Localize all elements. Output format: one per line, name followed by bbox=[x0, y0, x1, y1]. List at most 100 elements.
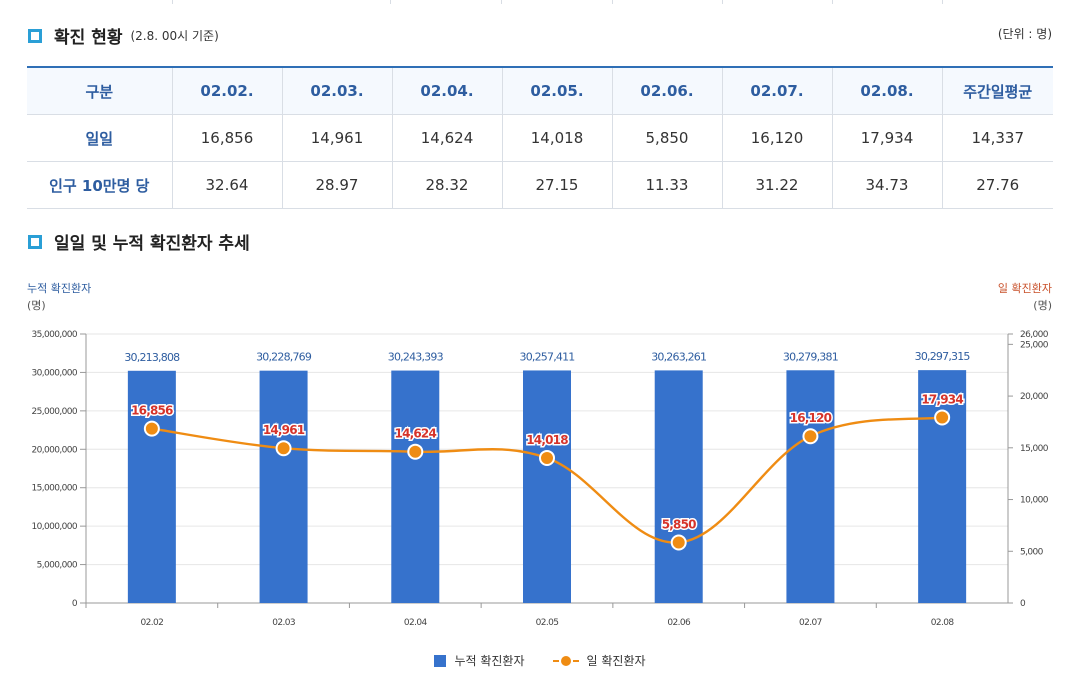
line-point bbox=[539, 449, 555, 466]
x-tick-label: 02.06 bbox=[667, 618, 691, 628]
line-point bbox=[670, 534, 687, 551]
bar bbox=[654, 370, 703, 603]
right-tick-label: 26,000 bbox=[1020, 330, 1049, 340]
bar-data-label: 30,257,411 bbox=[520, 350, 575, 363]
table-header: 02.03. bbox=[281, 66, 393, 115]
bar-data-label: 30,279,381 bbox=[783, 350, 838, 363]
section-subtitle: (2.8. 00시 기준) bbox=[130, 29, 219, 43]
line-data-label: 14,624 bbox=[395, 427, 437, 441]
table-cell: 14,624 bbox=[391, 114, 503, 162]
table-cell: 14,961 bbox=[281, 114, 393, 162]
right-tick-label: 25,000 bbox=[1020, 340, 1049, 350]
line-point bbox=[275, 440, 292, 457]
table-header: 구분 bbox=[27, 66, 173, 115]
unit-label: (단위 : 명) bbox=[997, 27, 1052, 41]
row-label: 일일 bbox=[27, 114, 173, 162]
table-header: 02.02. bbox=[171, 66, 283, 115]
line-data-label: 14,961 bbox=[263, 423, 305, 437]
top-divider bbox=[0, 0, 1080, 4]
table-header: 주간일평균 bbox=[941, 66, 1053, 115]
table-cell: 14,337 bbox=[941, 114, 1053, 162]
table-header: 02.04. bbox=[391, 66, 503, 115]
legend-label: 일 확진환자 bbox=[586, 654, 646, 668]
bar-data-label: 30,263,261 bbox=[651, 350, 706, 363]
bar bbox=[259, 370, 308, 603]
bar bbox=[127, 370, 176, 603]
table-cell: 28.32 bbox=[391, 161, 503, 209]
bar-data-label: 30,228,769 bbox=[256, 351, 312, 364]
table-cell: 32.64 bbox=[171, 161, 283, 209]
right-axis-unit: (명) bbox=[1033, 299, 1052, 312]
square-bullet-icon bbox=[28, 234, 42, 249]
left-axis-unit: (명) bbox=[27, 299, 46, 312]
right-tick-label: 0 bbox=[1020, 599, 1026, 609]
table-cell: 27.76 bbox=[941, 161, 1053, 209]
table-cell: 5,850 bbox=[611, 114, 723, 162]
trend-chart: 0 5,000,000 10,000,000 15,000,000 20,000,000… bbox=[31, 330, 1049, 628]
table-cell: 31.22 bbox=[721, 161, 833, 209]
line-data-label: 5,850 bbox=[662, 517, 696, 531]
left-tick-label: 0 bbox=[72, 599, 78, 609]
table-cell: 34.73 bbox=[831, 161, 943, 209]
bar-data-label: 30,243,393 bbox=[388, 351, 444, 364]
line-point bbox=[934, 409, 951, 426]
left-tick-label: 30,000,000 bbox=[31, 368, 77, 378]
table-header-row: 구분 02.02. 02.03. 02.04. 02.05. 02.06. 02… bbox=[27, 66, 1053, 115]
line-point bbox=[143, 420, 160, 437]
table-cell: 11.33 bbox=[611, 161, 723, 209]
bar bbox=[786, 370, 835, 603]
x-tick-label: 02.05 bbox=[536, 618, 559, 628]
left-tick-label: 20,000,000 bbox=[31, 445, 77, 455]
table-header: 02.06. bbox=[611, 66, 723, 115]
right-axis-title: 일 확진환자 bbox=[997, 282, 1052, 295]
table-cell: 17,934 bbox=[831, 114, 943, 162]
left-tick-label: 5,000,000 bbox=[37, 561, 78, 571]
table-cell: 14,018 bbox=[501, 114, 613, 162]
bar-data-label: 30,213,808 bbox=[124, 351, 180, 364]
right-tick-label: 15,000 bbox=[1020, 444, 1049, 454]
chart-legend: 누적 확진환자 일 확진환자 bbox=[0, 652, 1080, 669]
table-cell: 16,120 bbox=[721, 114, 833, 162]
x-tick-label: 02.03 bbox=[272, 618, 295, 628]
bar bbox=[391, 370, 440, 603]
left-tick-label: 10,000,000 bbox=[31, 522, 77, 532]
line-data-label: 14,018 bbox=[526, 433, 568, 447]
table-row: 인구 10만명 당 32.64 28.97 28.32 27.15 11.33 … bbox=[27, 161, 1053, 209]
table-cell: 27.15 bbox=[501, 161, 613, 209]
line-swatch-icon bbox=[552, 655, 579, 667]
table-header: 02.07. bbox=[721, 66, 833, 115]
line-point bbox=[407, 443, 424, 460]
section-title-text: 일일 및 누적 확진환자 추세 bbox=[54, 234, 250, 254]
row-label: 인구 10만명 당 bbox=[27, 161, 173, 209]
left-axis-title: 누적 확진환자 bbox=[27, 282, 92, 295]
left-tick-label: 15,000,000 bbox=[31, 484, 77, 494]
section-title-trend: 일일 및 누적 확진환자 추세 bbox=[28, 229, 250, 254]
x-tick-label: 02.08 bbox=[931, 618, 955, 628]
table-cell: 28.97 bbox=[281, 161, 393, 209]
section-title-text: 확진 현황 bbox=[54, 28, 123, 48]
bar-swatch-icon bbox=[434, 654, 447, 667]
bar bbox=[523, 370, 571, 603]
line-data-label: 17,934 bbox=[921, 392, 963, 406]
line-point bbox=[802, 428, 819, 445]
table-header: 02.05. bbox=[501, 66, 613, 115]
table-cell: 16,856 bbox=[171, 114, 283, 162]
left-tick-label: 25,000,000 bbox=[31, 407, 77, 417]
section-title-status: 확진 현황 (2.8. 00시 기준) bbox=[28, 23, 219, 48]
legend-label: 누적 확진환자 bbox=[454, 654, 525, 668]
line-data-label: 16,120 bbox=[790, 411, 832, 425]
table-header: 02.08. bbox=[831, 66, 943, 115]
legend-item-line[interactable]: 일 확진환자 bbox=[552, 652, 646, 669]
right-tick-label: 20,000 bbox=[1020, 392, 1049, 402]
bar-data-label: 30,297,315 bbox=[915, 350, 971, 363]
legend-item-bar[interactable]: 누적 확진환자 bbox=[434, 652, 525, 669]
bar bbox=[918, 370, 967, 603]
square-bullet-icon bbox=[28, 28, 42, 43]
x-tick-label: 02.04 bbox=[404, 618, 428, 628]
x-tick-label: 02.07 bbox=[799, 618, 822, 628]
right-tick-label: 10,000 bbox=[1020, 496, 1049, 506]
line-data-label: 16,856 bbox=[131, 404, 173, 418]
x-tick-label: 02.02 bbox=[140, 618, 163, 628]
table-row: 일일 16,856 14,961 14,624 14,018 5,850 16,… bbox=[27, 114, 1053, 162]
left-tick-label: 35,000,000 bbox=[31, 330, 77, 340]
